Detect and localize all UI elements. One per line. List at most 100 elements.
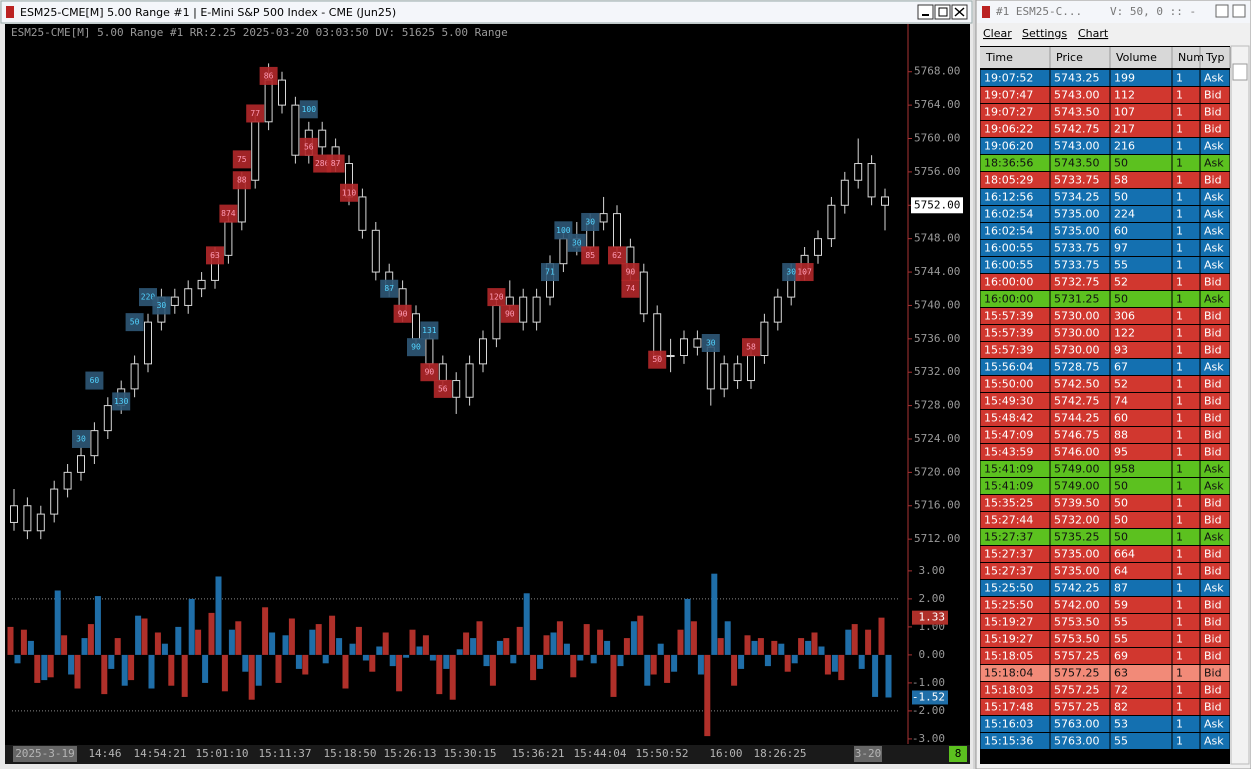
table-cell: 1 [1176, 446, 1183, 459]
table-cell: Bid [1204, 497, 1222, 510]
table-cell: Bid [1204, 89, 1222, 102]
oscillator-bar [61, 635, 68, 655]
oscillator-bar [463, 632, 470, 655]
cell-bg [1110, 733, 1172, 749]
time-label-box [854, 746, 882, 762]
table-cell: 95 [1114, 446, 1128, 459]
candle-body [747, 355, 755, 382]
table-cell: Bid [1204, 106, 1222, 119]
cell-bg [1110, 461, 1172, 477]
column-header[interactable]: Num [1178, 51, 1204, 64]
oscillator-bar [516, 626, 523, 655]
column-header[interactable]: Volume [1116, 51, 1157, 64]
table-cell: 16:00:00 [984, 293, 1033, 306]
oscillator-bar [489, 654, 496, 686]
table-cell: Ask [1204, 208, 1224, 221]
cell-bg [1172, 580, 1200, 596]
cell-bg [1110, 682, 1172, 698]
order-marker-label: 74 [626, 284, 636, 293]
oscillator-bar [269, 632, 276, 655]
order-marker [795, 263, 814, 282]
oscillator-bar [121, 654, 128, 686]
candle-body [479, 338, 487, 365]
order-marker-label: 60 [90, 376, 100, 385]
cell-bg [1110, 291, 1172, 307]
cell-bg [1200, 461, 1230, 477]
scrollbar[interactable] [1230, 45, 1250, 765]
cell-bg [1110, 325, 1172, 341]
oscillator-bar [322, 654, 329, 664]
candle-body [10, 505, 18, 523]
maximize-button[interactable] [934, 4, 951, 20]
cell-bg [1172, 274, 1200, 290]
menu-item[interactable]: Clear [983, 27, 1012, 40]
y-tick-label: 5720.00 [914, 465, 960, 478]
table-cell: 224 [1114, 208, 1135, 221]
table-cell: 1 [1176, 327, 1183, 340]
oscillator-bar [496, 640, 503, 655]
cell-bg [980, 580, 1050, 596]
cell-bg [1172, 121, 1200, 137]
table-cell: 15:16:03 [984, 718, 1033, 731]
cell-bg [1172, 325, 1200, 341]
order-marker-label: 56 [304, 142, 314, 151]
table-cell: 1 [1176, 378, 1183, 391]
column-header[interactable]: Time [985, 51, 1013, 64]
oscillator-bar [362, 654, 369, 661]
table-cell: Bid [1204, 276, 1222, 289]
cell-bg [980, 682, 1050, 698]
cell-bg [1050, 444, 1110, 460]
cell-bg [1050, 359, 1110, 375]
chart-area [5, 24, 970, 764]
oscillator-bar [543, 635, 550, 655]
oscillator-bar [791, 654, 798, 664]
table-cell: Bid [1204, 684, 1222, 697]
cell-bg [1200, 733, 1230, 749]
table-cell: 1 [1176, 531, 1183, 544]
oscillator-bar [771, 640, 778, 655]
oscillator-bar [302, 654, 309, 675]
cell-bg [1172, 699, 1200, 715]
cell-bg [1172, 155, 1200, 171]
scroll-thumb[interactable] [1232, 63, 1248, 81]
app-icon [982, 6, 990, 18]
y-tick-label: 5736.00 [914, 332, 960, 345]
cell-bg [980, 444, 1050, 460]
table-cell: Ask [1204, 293, 1224, 306]
table-cell: Bid [1204, 514, 1222, 527]
menu-item[interactable]: Settings [1022, 27, 1067, 40]
tape-minimize[interactable] [1215, 4, 1229, 18]
table-cell: 5735.00 [1054, 208, 1100, 221]
oscillator-bar [717, 638, 724, 655]
table-cell: 1 [1176, 616, 1183, 629]
tape-close[interactable] [1232, 4, 1246, 18]
column-header[interactable]: Typ [1205, 51, 1225, 64]
window-buttons[interactable] [917, 4, 968, 20]
table-cell: 5743.25 [1054, 72, 1100, 85]
time-label: 15:11:37 [259, 747, 312, 760]
table-cell: Ask [1204, 480, 1224, 493]
cell-bg [1110, 665, 1172, 681]
order-marker-label: 58 [746, 343, 756, 352]
column-header[interactable]: Price [1056, 51, 1083, 64]
menu-item[interactable]: Chart [1078, 27, 1109, 40]
table-cell: 50 [1114, 531, 1128, 544]
minimize-button[interactable] [917, 4, 934, 20]
cell-bg [1110, 597, 1172, 613]
cell-bg [980, 104, 1050, 120]
candle-body [840, 179, 849, 206]
table-cell: 1 [1176, 361, 1183, 374]
table-cell: 16:02:54 [984, 225, 1033, 238]
table-cell: 5746.00 [1054, 446, 1100, 459]
candle-body [50, 488, 59, 515]
table-cell: Bid [1204, 650, 1222, 663]
table-cell: Bid [1204, 174, 1222, 187]
table-cell: Ask [1204, 531, 1224, 544]
oscillator-bar [262, 607, 269, 655]
oscillator-bar [255, 654, 262, 686]
cell-bg [1110, 478, 1172, 494]
candle-body [144, 321, 152, 365]
oscillator-bar [436, 654, 443, 695]
cell-bg [1172, 291, 1200, 307]
time-label-box [13, 746, 77, 762]
